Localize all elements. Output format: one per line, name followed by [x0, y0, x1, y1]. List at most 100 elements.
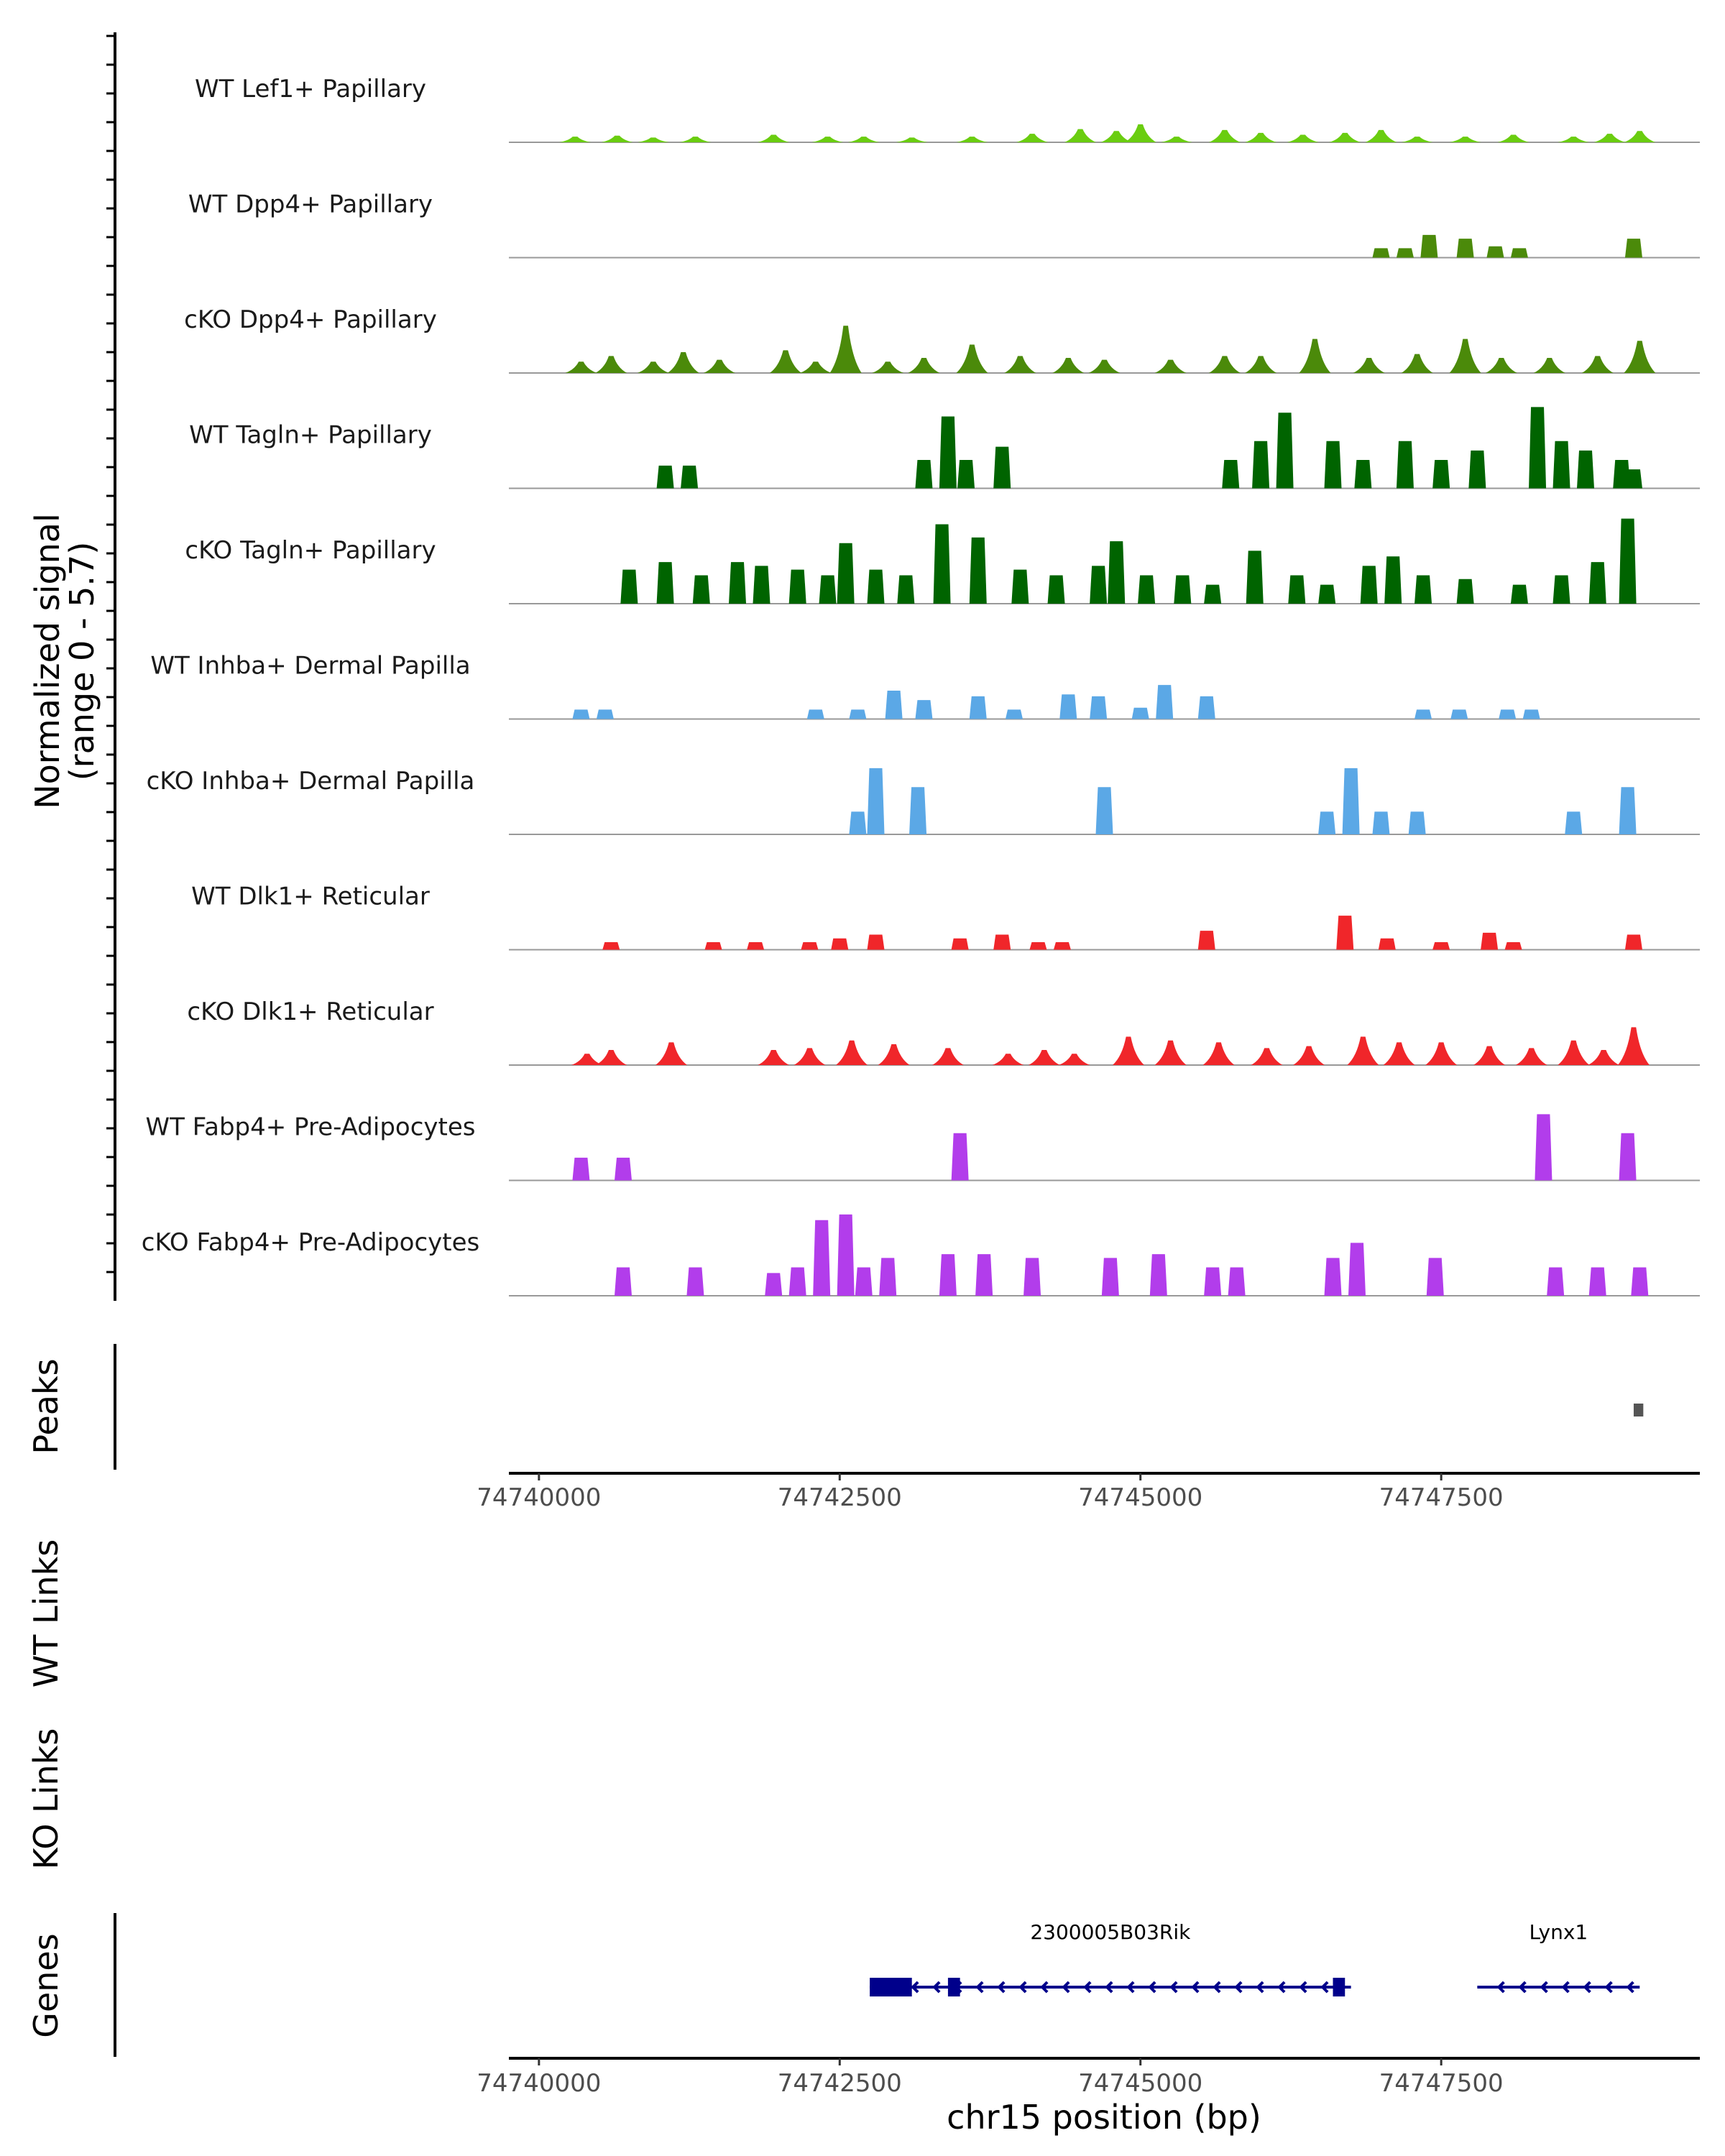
- coverage-peak: [1619, 1133, 1637, 1181]
- strand-arrow: [997, 1981, 1006, 1994]
- coverage-peak: [1353, 357, 1385, 373]
- coverage-peak: [1529, 407, 1547, 489]
- coverage-peak: [847, 137, 880, 142]
- coverage-peak: [951, 1133, 969, 1181]
- coverage-peak: [1029, 941, 1047, 950]
- track-label: cKO Dlk1+ Reticular: [187, 998, 433, 1026]
- coverage-peak: [758, 134, 790, 142]
- strand-arrow: [1234, 1981, 1243, 1994]
- track-wt-dpp4-papillary: WT Dpp4+ Papillary: [188, 190, 1700, 259]
- coverage-peak: [1588, 1049, 1620, 1065]
- track-cko-dpp4-papillary: cKO Dpp4+ Papillary: [184, 305, 1700, 374]
- track-label: cKO Inhba+ Dermal Papilla: [147, 767, 475, 796]
- coverage-peak: [1336, 916, 1354, 950]
- coverage-peak: [595, 1049, 627, 1065]
- coverage-peak: [1324, 1258, 1342, 1296]
- coverage-peak: [1617, 1027, 1650, 1065]
- coverage-peak: [885, 691, 903, 719]
- coverage-peak: [969, 696, 987, 719]
- ko-links-label: KO Links: [27, 1728, 65, 1870]
- coverage-peak: [794, 1048, 826, 1065]
- coverage-peak: [1396, 248, 1414, 258]
- track-wt-tagln-papillary: WT Tagln+ Papillary: [189, 407, 1700, 489]
- coverage-peak: [1426, 1258, 1444, 1296]
- coverage-peak: [992, 1054, 1024, 1065]
- coverage-peak: [1401, 137, 1433, 142]
- coverage-peak: [811, 137, 844, 142]
- coverage-peak: [656, 562, 674, 604]
- coverage-peak: [572, 709, 590, 719]
- strand-arrow: [1604, 1981, 1613, 1994]
- coverage-peak: [1024, 1258, 1041, 1296]
- coverage-peak: [1245, 132, 1277, 142]
- coverage-peak: [1425, 1042, 1458, 1065]
- track-wt-lef1-papillary: WT Lef1+ Papillary: [195, 75, 1700, 143]
- coverage-peak: [1588, 562, 1606, 604]
- coverage-peak: [1499, 709, 1517, 719]
- coverage-peak: [601, 135, 633, 142]
- x-tick-label: 74740000: [477, 1483, 601, 1512]
- coverage-peak: [655, 1042, 687, 1065]
- coverage-peak: [933, 524, 951, 604]
- track-label: WT Dpp4+ Papillary: [188, 190, 433, 219]
- coverage-peak: [813, 1220, 831, 1296]
- coverage-peak: [572, 1157, 590, 1181]
- track-wt-dlk1-reticular: WT Dlk1+ Reticular: [191, 883, 1700, 951]
- coverage-peak: [1533, 357, 1565, 373]
- coverage-peak: [1202, 1042, 1235, 1065]
- coverage-peak: [867, 569, 885, 604]
- coverage-peak: [1535, 1114, 1552, 1181]
- track-label: cKO Fabp4+ Pre-Adipocytes: [142, 1228, 480, 1257]
- strand-arrow: [1320, 1981, 1329, 1994]
- coverage-peak: [565, 361, 597, 373]
- coverage-peak: [1287, 134, 1319, 142]
- coverage-peak: [1593, 134, 1626, 142]
- genes-panel: 2300005B03Rik Lynx1: [870, 1920, 1640, 1996]
- coverage-peak: [1318, 584, 1336, 604]
- x-tick-label: 74745000: [1078, 2069, 1202, 2098]
- track-label: cKO Dpp4+ Papillary: [184, 305, 437, 334]
- coverage-peak: [1004, 356, 1036, 373]
- coverage-peak: [801, 941, 819, 950]
- coverage-peak: [829, 326, 862, 373]
- coverage-peak: [686, 1267, 704, 1296]
- coverage-peak: [595, 356, 627, 373]
- coverage-peak: [1059, 694, 1077, 719]
- coverage-peak: [799, 361, 832, 373]
- coverage-peak: [1414, 709, 1432, 719]
- coverage-peak: [1449, 137, 1481, 142]
- coverage-peak: [729, 562, 747, 604]
- track-wt-inhba-dermal-papilla: WT Inhba+ Dermal Papilla: [150, 652, 1700, 720]
- coverage-peak: [1154, 359, 1187, 373]
- coverage-peak: [1208, 356, 1241, 373]
- coverage-peak: [1408, 811, 1426, 834]
- coverage-peak: [1624, 469, 1642, 489]
- coverage-peak: [849, 709, 867, 719]
- x-axis-ticks-top: 74740000 74742500 74745000 74747500: [477, 1473, 1504, 1512]
- exon: [870, 1978, 912, 1996]
- coverage-peak: [703, 359, 735, 373]
- coverage-peak: [1252, 441, 1270, 489]
- coverage-peak: [1624, 239, 1642, 258]
- coverage-peak: [769, 350, 801, 373]
- coverage-peak: [956, 344, 988, 373]
- coverage-peak: [1058, 1054, 1090, 1065]
- coverage-peak: [1547, 1267, 1565, 1296]
- coverage-peak: [758, 1049, 790, 1065]
- coverage-peak: [1149, 1254, 1167, 1296]
- strand-arrow: [1256, 1981, 1264, 1994]
- coverage-peak: [1047, 575, 1065, 604]
- x-axis-title: chr15 position (bp): [947, 2098, 1261, 2137]
- coverage-peak: [1160, 137, 1192, 142]
- peaks-panel: [1633, 1404, 1644, 1416]
- coverage-peak: [1288, 575, 1306, 604]
- coverage-peak: [753, 566, 770, 604]
- coverage-peak: [559, 137, 592, 142]
- coverage-peak: [1510, 584, 1528, 604]
- coverage-peak: [1088, 359, 1121, 373]
- coverage-peak: [620, 569, 638, 604]
- strand-arrow: [1040, 1981, 1049, 1994]
- track-label: WT Dlk1+ Reticular: [191, 883, 430, 911]
- coverage-peak: [1485, 357, 1517, 373]
- strand-arrow: [1277, 1981, 1286, 1994]
